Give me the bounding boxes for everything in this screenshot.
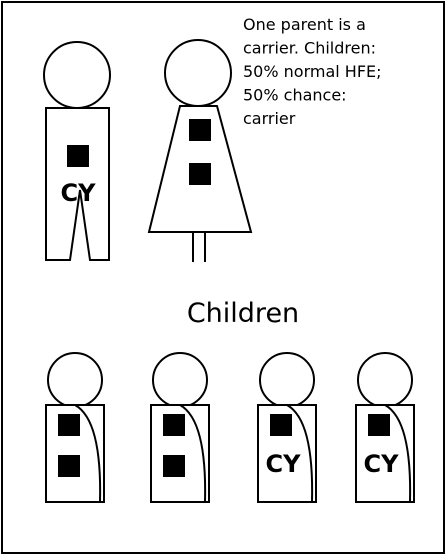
- father-body: [45, 107, 110, 261]
- child-head: [47, 352, 103, 408]
- child-head: [152, 352, 208, 408]
- child-head: [259, 352, 315, 408]
- child-gene: [368, 414, 390, 436]
- child-arm: [384, 404, 412, 503]
- note-line: 50% normal HFE;: [243, 62, 382, 81]
- children-heading: Children: [187, 298, 299, 329]
- child-arm: [286, 404, 314, 503]
- note-line: carrier: [243, 109, 296, 128]
- child-body: [150, 404, 210, 503]
- child-gene: [270, 414, 292, 436]
- child-gene: [163, 414, 185, 436]
- child-gene: [58, 414, 80, 436]
- child-gene: [58, 455, 80, 477]
- child-arm: [74, 404, 102, 503]
- note-line: 50% chance:: [243, 86, 347, 105]
- mother-gene: [189, 119, 211, 141]
- mother-gene: [189, 163, 211, 185]
- children: CY CY: [45, 352, 415, 503]
- child-head: [357, 352, 413, 408]
- father-head: [43, 41, 111, 109]
- child-label: CY: [364, 450, 400, 478]
- note-line: carrier. Children:: [243, 39, 376, 58]
- child-arm: [179, 404, 207, 503]
- father-label: CY: [61, 179, 97, 207]
- note: One parent is a carrier. Children: 50% nor…: [243, 15, 382, 128]
- child-gene: [163, 455, 185, 477]
- father-gene: [67, 145, 89, 167]
- mother-head: [164, 39, 232, 107]
- note-line: One parent is a: [243, 15, 366, 34]
- child-label: CY: [266, 450, 302, 478]
